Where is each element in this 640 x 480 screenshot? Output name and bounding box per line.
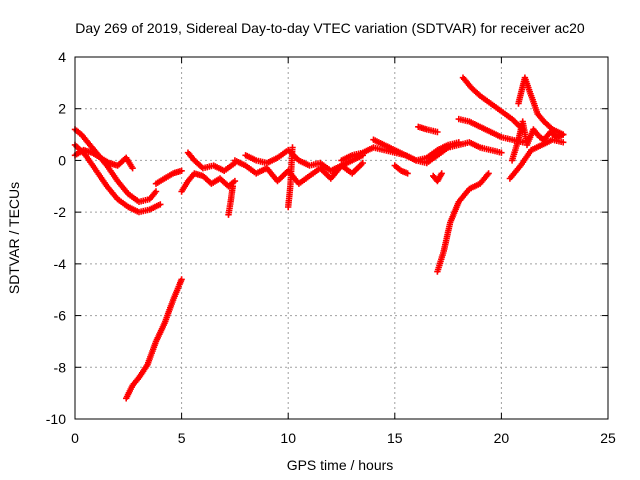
series-track-g [184, 149, 239, 174]
y-axis-title: SDTVAR / TECUs [6, 182, 22, 294]
x-axis-title: GPS time / hours [287, 457, 394, 473]
y-tick-label: 2 [58, 101, 66, 117]
chart-title: Day 269 of 2019, Sidereal Day-to-day VTE… [75, 20, 585, 36]
x-tick-label: 25 [600, 430, 616, 446]
series-track-a [71, 126, 160, 205]
series-track-e [123, 276, 185, 402]
series-track-h [225, 183, 236, 218]
data-point [229, 183, 236, 190]
data-point [485, 170, 492, 177]
series-track-d [152, 167, 185, 187]
x-tick-label: 15 [387, 430, 403, 446]
x-tick-label: 20 [494, 430, 510, 446]
y-tick-label: -4 [54, 256, 67, 272]
y-tick-label: -2 [54, 204, 67, 220]
data-point [404, 170, 411, 177]
data-point [560, 131, 567, 138]
y-tick-label: -8 [54, 359, 67, 375]
series-track-f [178, 170, 239, 195]
data-point [178, 276, 185, 283]
series-track-n [391, 162, 411, 177]
series-track-v [506, 136, 567, 182]
data-point [498, 149, 505, 156]
series-track-u [515, 74, 567, 138]
x-tick-label: 10 [280, 430, 296, 446]
data-point [359, 159, 366, 167]
x-tick-label: 0 [71, 430, 79, 446]
data-marks [71, 74, 567, 402]
series-track-i [231, 157, 366, 187]
plot-frame [74, 56, 609, 420]
axis-ticks: 0 5 10 15 20 25 -10 -8 -6 -4 -2 0 2 4 [46, 49, 616, 446]
series-track-c [71, 146, 136, 172]
data-point [560, 139, 567, 146]
data-point [129, 165, 136, 172]
series-track-k [285, 144, 296, 211]
series-track-m [370, 136, 505, 167]
series-track-r [459, 74, 526, 133]
x-tick-label: 5 [178, 430, 186, 446]
y-tick-label: -6 [54, 308, 67, 324]
y-tick-label: -10 [46, 411, 66, 427]
series-track-o [415, 123, 441, 136]
data-point [231, 177, 239, 185]
data-point [438, 170, 445, 177]
data-point [152, 188, 160, 195]
data-point [178, 167, 185, 174]
y-tick-label: 4 [58, 49, 66, 65]
y-tick-label: 0 [58, 152, 66, 168]
series-track-p [430, 170, 445, 185]
data-point [434, 128, 441, 136]
data-point [289, 144, 296, 151]
series-track-q [434, 170, 492, 275]
series-track-t [508, 118, 567, 164]
data-point [157, 201, 164, 208]
